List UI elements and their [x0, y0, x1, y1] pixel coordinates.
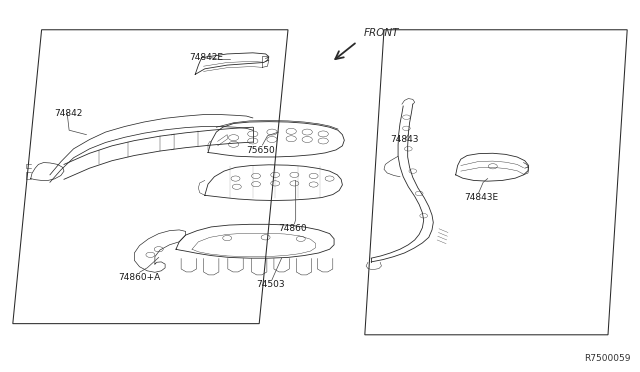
Text: FRONT: FRONT: [364, 28, 399, 38]
Text: 74860: 74860: [278, 224, 307, 233]
Text: R7500059: R7500059: [584, 354, 630, 363]
Text: 74842E: 74842E: [189, 53, 223, 62]
Text: 74503: 74503: [256, 280, 285, 289]
Text: 74860+A: 74860+A: [118, 273, 161, 282]
Text: 75650: 75650: [246, 146, 275, 155]
Text: 74842: 74842: [54, 109, 83, 118]
Text: 74843E: 74843E: [464, 193, 498, 202]
Text: 74843: 74843: [390, 135, 419, 144]
